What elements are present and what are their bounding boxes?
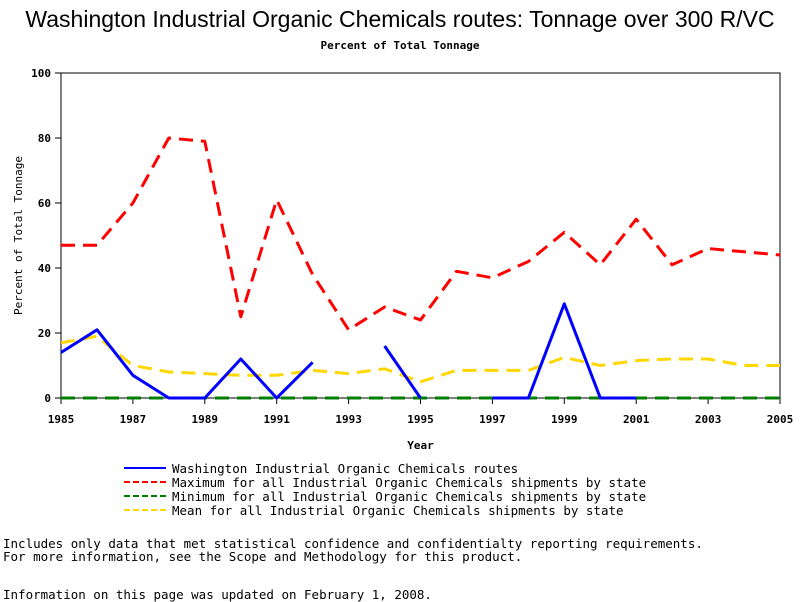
- chart-legend: Washington Industrial Organic Chemicals …: [124, 460, 647, 518]
- x-tick-label: 1987: [120, 413, 147, 426]
- y-tick-label: 80: [38, 132, 51, 145]
- footnote-confidence: Includes only data that met statistical …: [3, 536, 703, 551]
- x-tick-label: 1995: [407, 413, 434, 426]
- chart-title: Washington Industrial Organic Chemicals …: [25, 6, 775, 32]
- x-tick-label: 1991: [263, 413, 290, 426]
- legend-swatch: [124, 495, 166, 497]
- series-line-0: [492, 302, 637, 400]
- plot-frame: [60, 72, 781, 399]
- y-axis-label: Percent of Total Tonnage: [12, 156, 25, 315]
- footnote-updated: Information on this page was updated on …: [3, 587, 432, 602]
- legend-label: Washington Industrial Organic Chemicals …: [172, 460, 519, 476]
- x-tick-label: 1985: [48, 413, 75, 426]
- x-axis-label: Year: [407, 439, 434, 452]
- x-tick-label: 1993: [335, 413, 362, 426]
- y-tick-label: 40: [38, 262, 51, 275]
- series-line-3: [60, 334, 780, 384]
- x-tick-label: 2005: [767, 413, 794, 426]
- legend-item: Minimum for all Industrial Organic Chemi…: [124, 488, 647, 504]
- series-line-0: [383, 345, 422, 399]
- legend-swatch: [124, 481, 166, 483]
- x-tick-label: 2001: [623, 413, 650, 426]
- legend-item: Maximum for all Industrial Organic Chemi…: [124, 474, 647, 490]
- x-tick-label: 1989: [192, 413, 219, 426]
- legend-label: Minimum for all Industrial Organic Chemi…: [172, 488, 647, 504]
- chart-subtitle: Percent of Total Tonnage: [320, 39, 480, 52]
- y-tick-label: 100: [31, 67, 51, 80]
- x-tick-label: 1999: [551, 413, 578, 426]
- series-line-1: [61, 136, 781, 332]
- y-tick-label: 20: [38, 327, 51, 340]
- x-tick-label: 1997: [479, 413, 506, 426]
- legend-item: Washington Industrial Organic Chemicals …: [124, 460, 646, 476]
- legend-label: Maximum for all Industrial Organic Chemi…: [172, 474, 647, 490]
- legend-swatch: [124, 467, 166, 469]
- footnote-methodology: For more information, see the Scope and …: [3, 549, 523, 564]
- x-tick-label: 2003: [695, 413, 722, 426]
- series-line-0: [60, 328, 314, 400]
- legend-label: Mean for all Industrial Organic Chemical…: [172, 502, 624, 518]
- legend-item: Mean for all Industrial Organic Chemical…: [124, 502, 646, 518]
- y-tick-label: 60: [38, 197, 51, 210]
- y-tick-label: 0: [44, 392, 51, 405]
- legend-swatch: [124, 509, 166, 511]
